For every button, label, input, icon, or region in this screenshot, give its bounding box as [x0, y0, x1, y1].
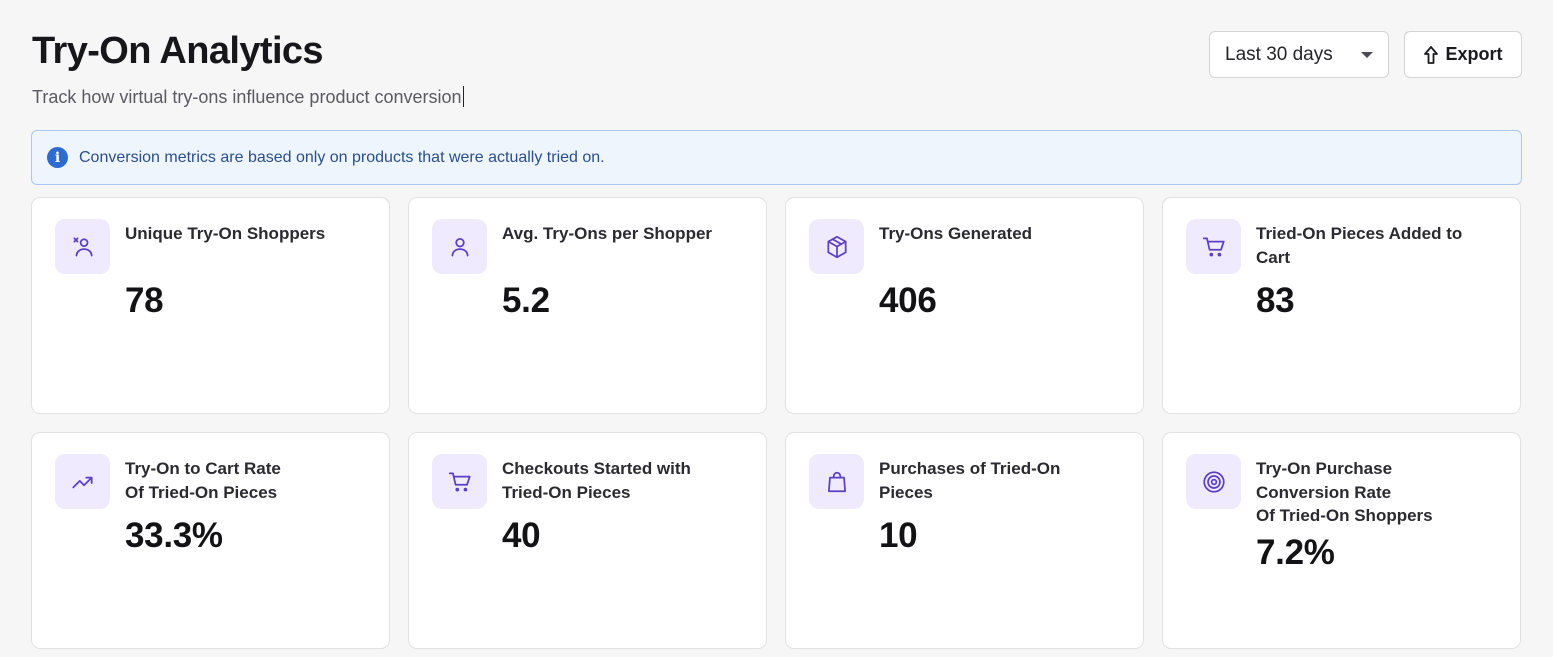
metric-label: Tried-On Pieces Added to Cart [1256, 224, 1463, 267]
box-icon [826, 235, 847, 258]
info-banner-text: Conversion metrics are based only on pro… [79, 148, 605, 166]
shopping-bag-icon [827, 471, 846, 492]
metric-value: 40 [502, 516, 541, 555]
metric-card-tryon-to-cart-rate: Try-On to Cart Rate Of Tried-On Pieces 3… [31, 432, 390, 649]
trend-up-icon [71, 476, 93, 488]
metric-value: 83 [1256, 281, 1295, 320]
metric-icon-container [809, 454, 864, 509]
metric-value: 406 [879, 281, 937, 320]
metric-label: Try-Ons Generated [879, 224, 1033, 243]
metric-value: 10 [879, 516, 918, 555]
metric-value: 33.3% [125, 516, 223, 555]
page-subtitle-text: Track how virtual try-ons influence prod… [32, 87, 462, 107]
page-subtitle: Track how virtual try-ons influence prod… [32, 86, 464, 108]
metric-label: Unique Try-On Shoppers [125, 224, 326, 243]
metric-label: Avg. Try-Ons per Shopper [502, 224, 713, 243]
metric-icon-container [809, 219, 864, 274]
upload-arrow-icon [1424, 45, 1439, 64]
metric-value: 78 [125, 281, 164, 320]
metric-label: Checkouts Started with Tried-On Pieces [502, 459, 691, 502]
metric-card-purchases: Purchases of Tried-On Pieces 10 [785, 432, 1144, 649]
metric-label: Try-On Purchase Conversion Rate Of Tried… [1256, 459, 1433, 525]
metric-value: 5.2 [502, 281, 550, 320]
text-cursor [462, 86, 464, 107]
export-label: Export [1445, 44, 1503, 64]
metric-icon-container [1186, 219, 1241, 274]
metric-card-avg-tryons: Avg. Try-Ons per Shopper 5.2 [408, 197, 767, 414]
metric-card-checkouts-started: Checkouts Started with Tried-On Pieces 4… [408, 432, 767, 649]
user-icon [451, 237, 468, 257]
cart-icon [448, 471, 471, 491]
metric-card-purchase-conversion-rate: Try-On Purchase Conversion Rate Of Tried… [1162, 432, 1521, 649]
metric-icon-container [432, 219, 487, 274]
metric-card-tryons-generated: Try-Ons Generated 406 [785, 197, 1144, 414]
metric-label: Try-On to Cart Rate Of Tried-On Pieces [125, 459, 281, 502]
metric-icon-container [55, 219, 110, 274]
date-range-select[interactable]: Last 30 days [1209, 31, 1389, 78]
page-title: Try-On Analytics [32, 30, 324, 72]
chevron-down-icon [1361, 51, 1373, 58]
date-range-value: Last 30 days [1225, 43, 1333, 65]
metric-value: 7.2% [1256, 533, 1335, 572]
metric-icon-container [1186, 454, 1241, 509]
user-sparkle-icon [72, 236, 93, 257]
metric-icon-container [55, 454, 110, 509]
info-banner: i Conversion metrics are based only on p… [31, 130, 1522, 185]
info-icon: i [47, 147, 68, 168]
metric-icon-container [432, 454, 487, 509]
target-icon [1202, 470, 1225, 493]
cart-icon [1202, 236, 1225, 256]
metric-card-unique-shoppers: Unique Try-On Shoppers 78 [31, 197, 390, 414]
metric-label: Purchases of Tried-On Pieces [879, 459, 1061, 502]
metric-card-added-to-cart: Tried-On Pieces Added to Cart 83 [1162, 197, 1521, 414]
export-button[interactable]: Export [1404, 31, 1522, 78]
